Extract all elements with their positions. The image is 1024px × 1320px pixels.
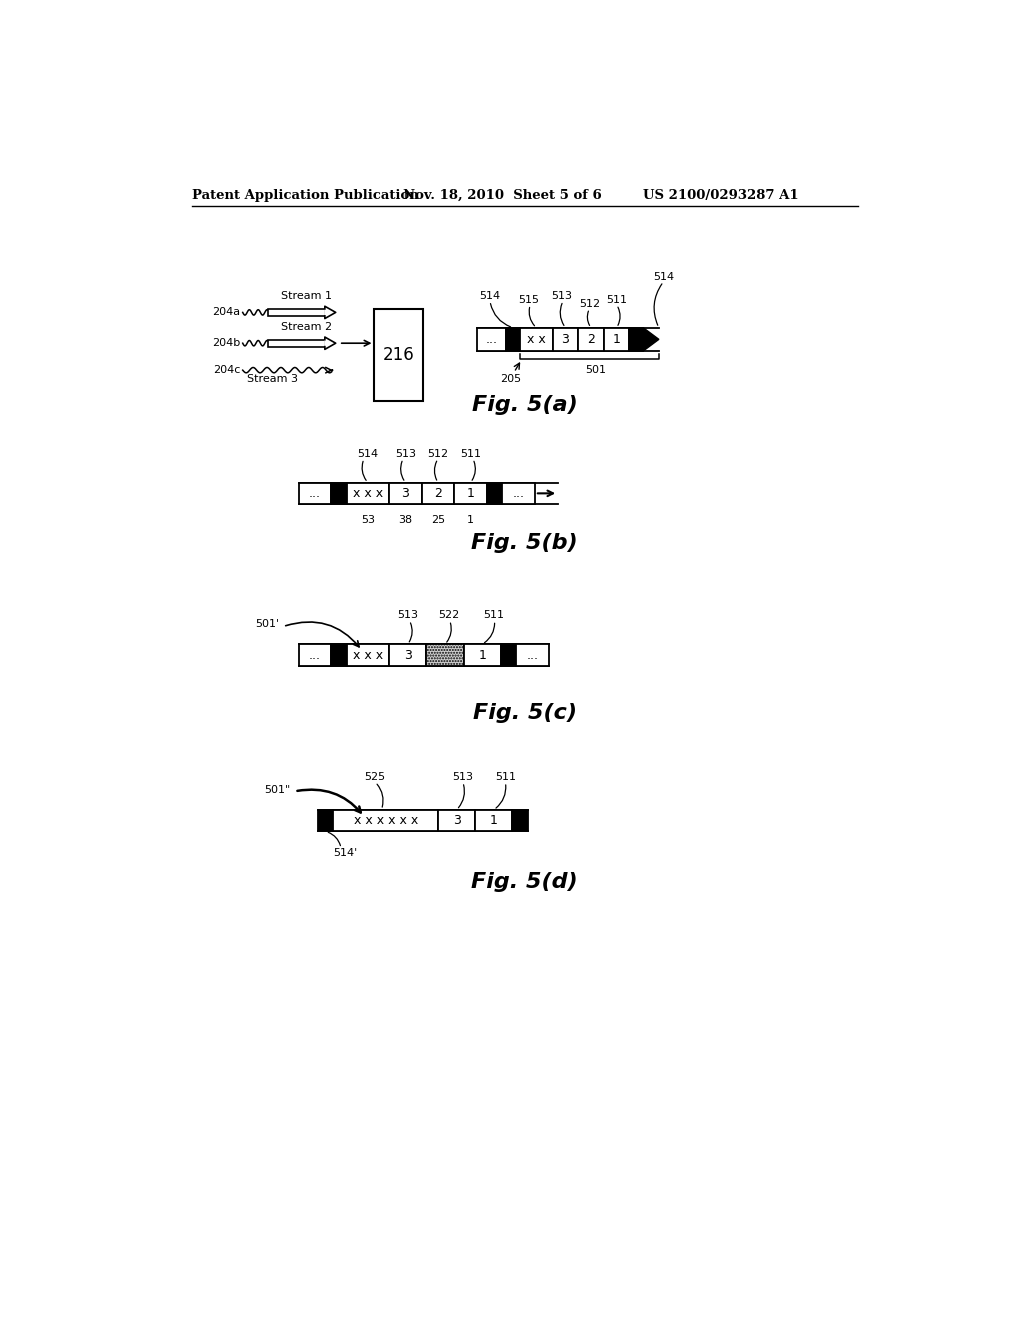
- Polygon shape: [325, 337, 336, 350]
- Text: Fig. 5(c): Fig. 5(c): [473, 702, 577, 723]
- Text: 513: 513: [453, 772, 473, 781]
- Text: 2: 2: [587, 333, 595, 346]
- Text: 204c: 204c: [213, 366, 241, 375]
- Bar: [630, 327, 643, 351]
- Text: x x: x x: [527, 333, 546, 346]
- Text: 25: 25: [431, 515, 445, 525]
- Bar: [331, 483, 346, 504]
- Text: 1: 1: [467, 515, 474, 525]
- Bar: [506, 327, 520, 351]
- Bar: [501, 644, 516, 665]
- Bar: [464, 644, 501, 665]
- Bar: [299, 483, 331, 504]
- Bar: [520, 327, 553, 351]
- Text: ...: ...: [513, 487, 524, 500]
- Bar: [267, 309, 325, 315]
- Text: 512: 512: [579, 298, 600, 309]
- Text: 501: 501: [585, 364, 606, 375]
- Text: ...: ...: [309, 487, 321, 500]
- Bar: [604, 327, 630, 351]
- Text: 515: 515: [518, 294, 540, 305]
- Text: 3: 3: [561, 333, 569, 346]
- Text: ...: ...: [485, 333, 498, 346]
- Bar: [299, 644, 331, 665]
- Bar: [389, 483, 422, 504]
- Text: 3: 3: [453, 814, 461, 828]
- Bar: [486, 483, 503, 504]
- Bar: [375, 309, 423, 401]
- Bar: [346, 483, 389, 504]
- Polygon shape: [643, 327, 658, 351]
- Text: 514: 514: [653, 272, 674, 281]
- Text: 514: 514: [357, 449, 379, 459]
- Text: 513: 513: [551, 290, 572, 301]
- Text: 204a: 204a: [212, 308, 241, 317]
- Text: 514: 514: [479, 290, 501, 301]
- Bar: [516, 644, 549, 665]
- Text: 2: 2: [434, 487, 442, 500]
- Text: 1: 1: [478, 648, 486, 661]
- Text: Stream 3: Stream 3: [247, 374, 298, 384]
- Text: ...: ...: [526, 648, 539, 661]
- Bar: [346, 644, 389, 665]
- Bar: [389, 644, 426, 665]
- Text: Stream 2: Stream 2: [282, 322, 333, 331]
- Text: Stream 1: Stream 1: [282, 290, 333, 301]
- Text: 511: 511: [495, 772, 516, 781]
- Text: 1: 1: [489, 814, 498, 828]
- Bar: [512, 810, 528, 832]
- Text: 205: 205: [501, 374, 521, 384]
- Bar: [426, 644, 464, 665]
- Text: 204b: 204b: [212, 338, 241, 348]
- Text: 3: 3: [401, 487, 410, 500]
- Text: 522: 522: [438, 610, 460, 620]
- Bar: [503, 483, 535, 504]
- Bar: [455, 483, 486, 504]
- Polygon shape: [325, 306, 336, 318]
- Bar: [438, 810, 475, 832]
- Text: 512: 512: [427, 449, 449, 459]
- Text: x x x: x x x: [353, 648, 383, 661]
- Text: 525: 525: [365, 772, 386, 781]
- Text: 1: 1: [467, 487, 474, 500]
- Text: 511: 511: [460, 449, 481, 459]
- Text: 501": 501": [264, 785, 291, 795]
- Text: 1: 1: [612, 333, 621, 346]
- Text: 513: 513: [397, 610, 418, 620]
- Text: 38: 38: [398, 515, 413, 525]
- Text: Fig. 5(d): Fig. 5(d): [471, 873, 579, 892]
- Bar: [477, 327, 506, 351]
- Bar: [267, 339, 325, 347]
- Text: 511: 511: [606, 294, 627, 305]
- Text: 216: 216: [383, 346, 415, 364]
- Bar: [579, 327, 604, 351]
- Bar: [317, 810, 334, 832]
- Bar: [475, 810, 512, 832]
- Text: Fig. 5(b): Fig. 5(b): [471, 533, 579, 553]
- Text: 501': 501': [255, 619, 280, 630]
- Text: 514': 514': [333, 849, 357, 858]
- Text: Patent Application Publication: Patent Application Publication: [191, 189, 418, 202]
- Text: 513: 513: [395, 449, 416, 459]
- Text: x x x x x x: x x x x x x: [353, 814, 418, 828]
- Text: US 2100/0293287 A1: US 2100/0293287 A1: [643, 189, 799, 202]
- Text: Nov. 18, 2010  Sheet 5 of 6: Nov. 18, 2010 Sheet 5 of 6: [403, 189, 602, 202]
- Text: Fig. 5(a): Fig. 5(a): [472, 395, 578, 414]
- Bar: [334, 810, 438, 832]
- Text: 3: 3: [403, 648, 412, 661]
- Bar: [331, 644, 346, 665]
- Text: 53: 53: [360, 515, 375, 525]
- Text: 511: 511: [483, 610, 504, 620]
- Bar: [553, 327, 579, 351]
- Text: ...: ...: [309, 648, 321, 661]
- Text: x x x: x x x: [353, 487, 383, 500]
- Bar: [422, 483, 455, 504]
